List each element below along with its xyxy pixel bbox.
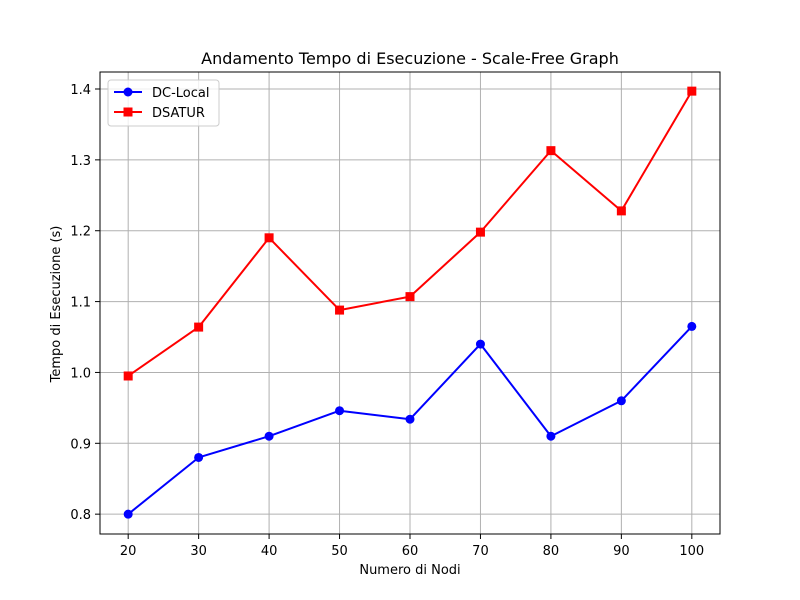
data-point-dsatur [475, 227, 485, 237]
legend: DC-Local DSATUR [107, 79, 220, 127]
grid-lines [100, 72, 720, 534]
data-point-dsatur [194, 322, 204, 332]
x-tick-label: 50 [331, 544, 348, 559]
data-point-dc-local [405, 414, 415, 424]
legend-marker [123, 87, 133, 97]
x-axis-label: Numero di Nodi [359, 563, 460, 578]
series-dsatur [123, 86, 697, 381]
data-point-dc-local [616, 396, 626, 406]
legend-item-dc-local: DC-Local [114, 86, 209, 101]
legend-item-dsatur: DSATUR [114, 106, 205, 121]
y-tick-label: 1.2 [70, 225, 91, 240]
x-tick-label: 20 [120, 544, 137, 559]
legend-label: DC-Local [152, 86, 209, 101]
data-point-dc-local [194, 452, 204, 462]
y-tick-label: 1.4 [70, 83, 91, 98]
x-tick-label: 90 [613, 544, 630, 559]
data-point-dsatur [405, 292, 415, 302]
data-point-dc-local [475, 339, 485, 349]
data-point-dc-local [123, 509, 133, 519]
legend-label: DSATUR [152, 106, 205, 121]
data-point-dsatur [687, 86, 697, 96]
data-point-dc-local [335, 406, 345, 416]
y-tick-label: 1.3 [70, 154, 91, 169]
data-point-dsatur [123, 371, 133, 381]
x-tick-label: 70 [472, 544, 489, 559]
data-point-dsatur [546, 146, 556, 156]
data-point-dsatur [335, 305, 345, 315]
data-point-dc-local [546, 431, 556, 441]
y-tick-label: 0.8 [70, 508, 91, 523]
data-point-dc-local [264, 431, 274, 441]
tick-layer: 20 30 40 50 60 70 80 90 100 0.8 0.9 1.0 1.1 1.2 1.3 1.4 [70, 83, 704, 559]
data-point-dc-local [687, 321, 697, 331]
y-tick-label: 1.1 [70, 296, 91, 311]
y-axis-label: Tempo di Esecuzione (s) [49, 226, 64, 384]
series-layer [123, 86, 697, 519]
x-tick-label: 60 [402, 544, 419, 559]
data-point-dsatur [616, 206, 626, 216]
legend-marker [123, 107, 133, 117]
x-tick-label: 40 [261, 544, 278, 559]
series-dc-local [123, 321, 697, 519]
data-point-dsatur [264, 233, 274, 243]
x-tick-label: 100 [679, 544, 704, 559]
chart-title: Andamento Tempo di Esecuzione - Scale-Fr… [201, 49, 619, 68]
x-tick-label: 30 [190, 544, 207, 559]
y-tick-label: 0.9 [70, 437, 91, 452]
x-tick-label: 80 [543, 544, 560, 559]
y-tick-label: 1.0 [70, 366, 91, 381]
